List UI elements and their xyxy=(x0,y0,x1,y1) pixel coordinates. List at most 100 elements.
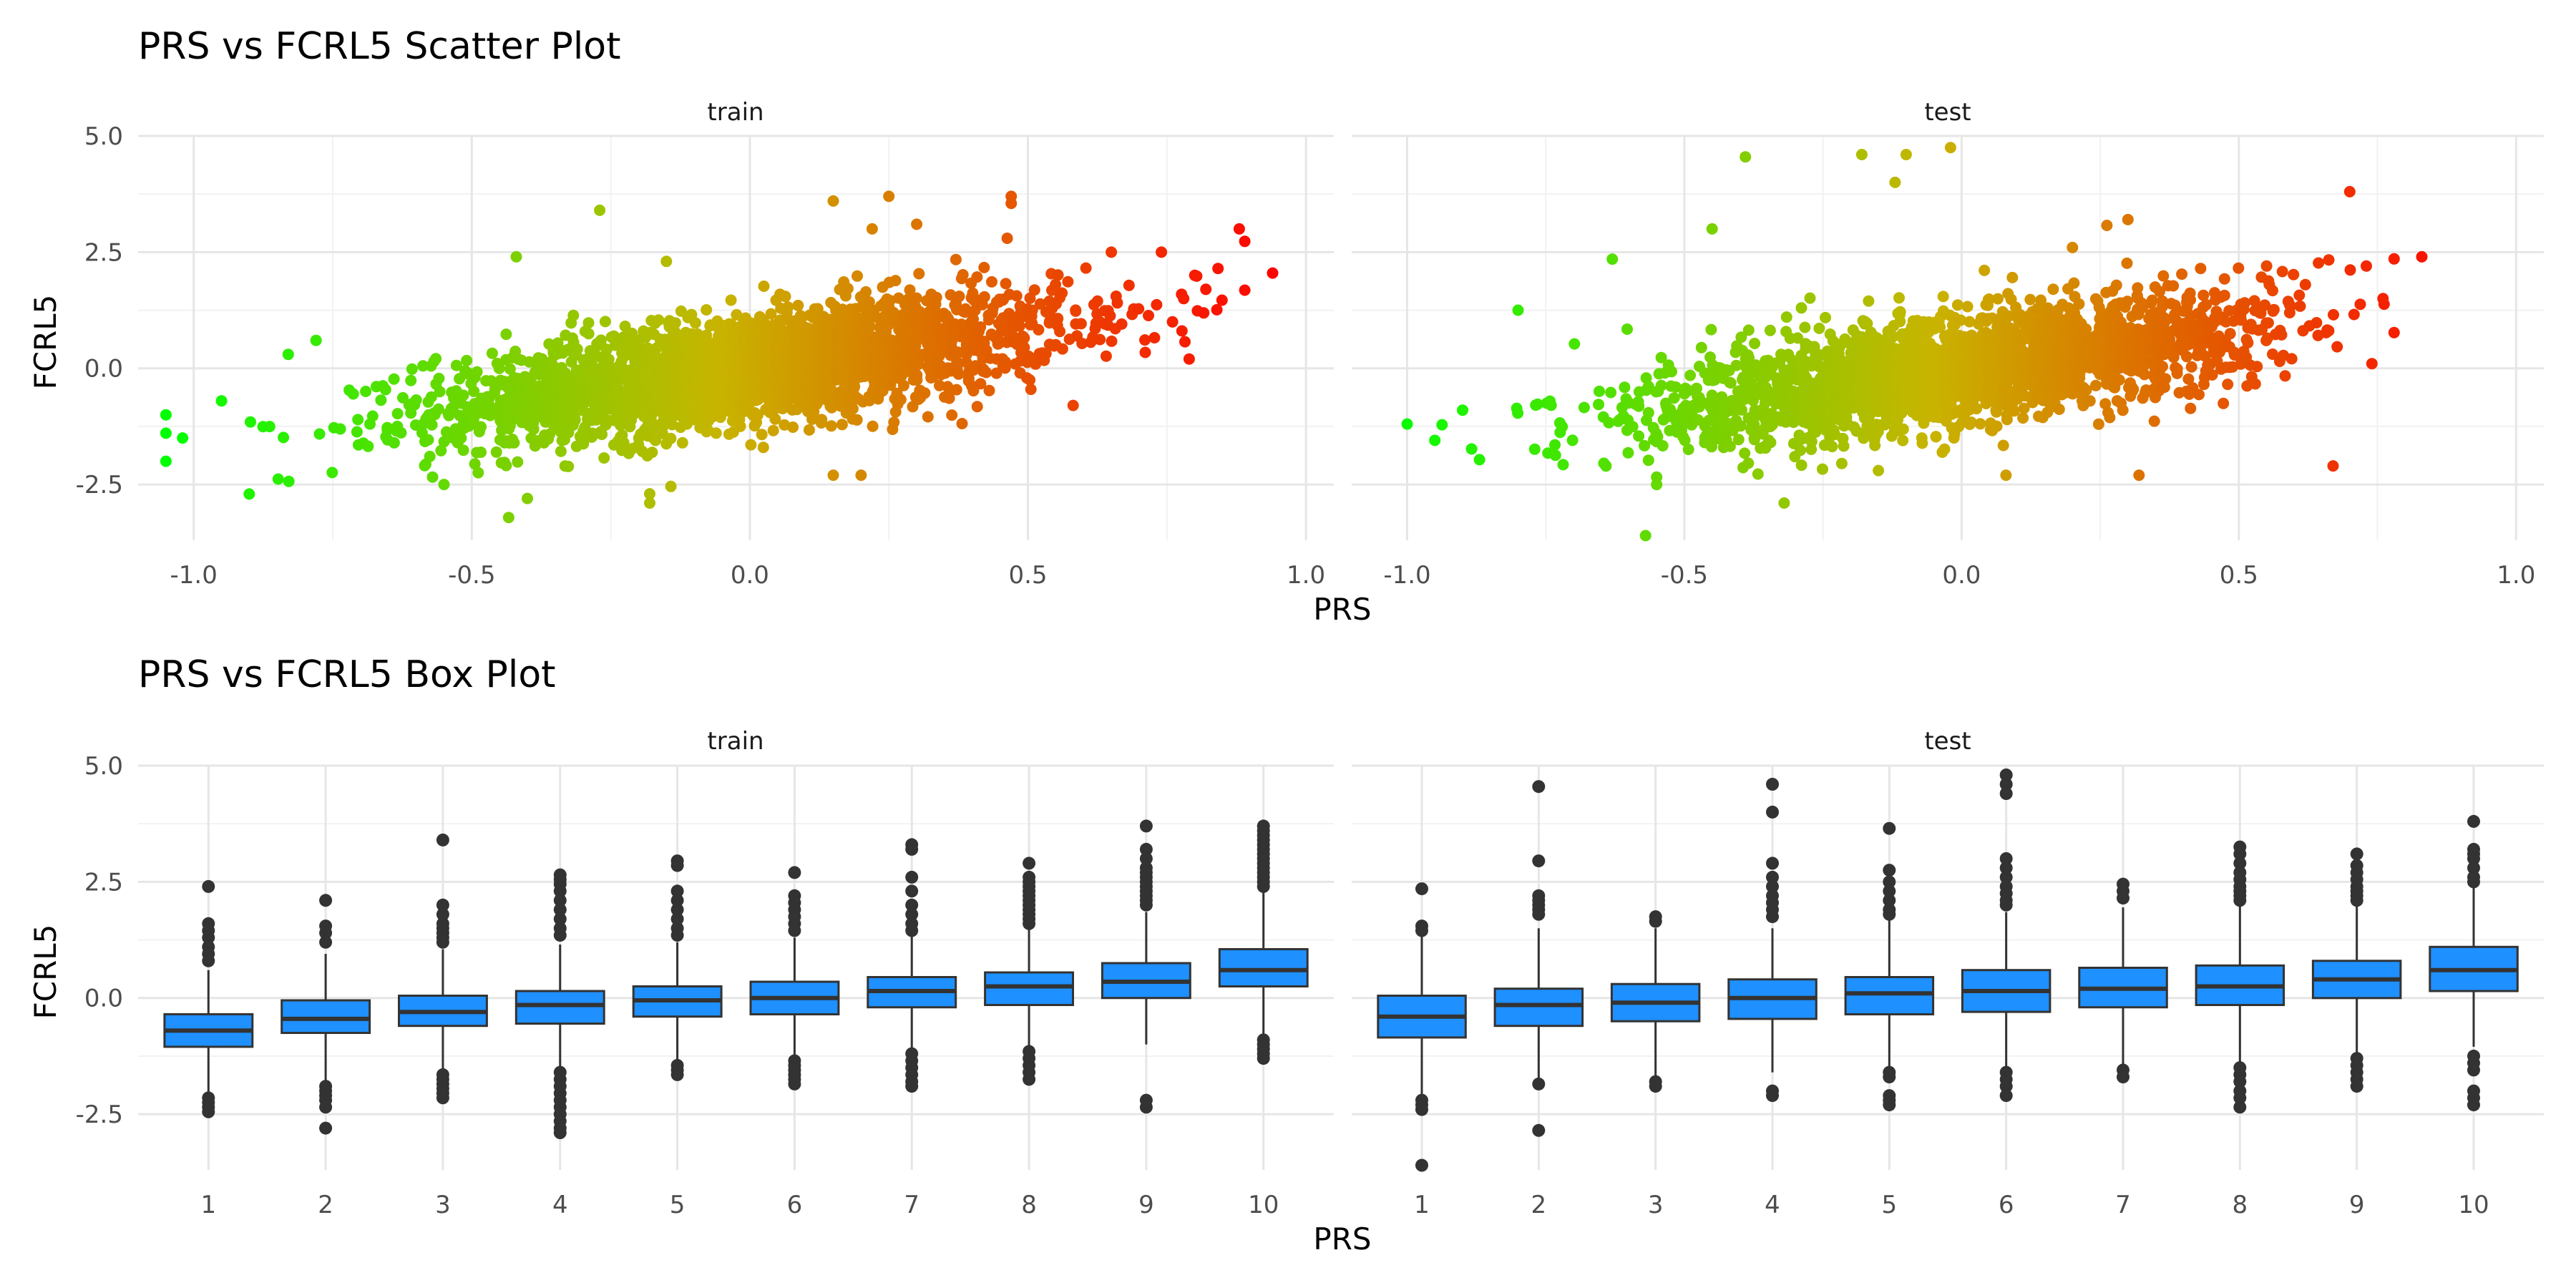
scatter-point xyxy=(1176,325,1188,337)
scatter-point xyxy=(215,395,228,407)
scatter-point xyxy=(855,469,867,482)
scatter-point xyxy=(779,291,791,303)
scatter-point xyxy=(177,432,189,444)
scatter-point xyxy=(490,446,502,458)
scatter-point xyxy=(957,269,969,280)
scatter-point xyxy=(422,434,434,446)
scatter-point xyxy=(1749,338,1761,349)
scatter-point xyxy=(827,195,839,207)
scatter-point xyxy=(500,328,512,341)
scatter-point xyxy=(596,429,608,440)
scatter-point xyxy=(1062,275,1074,288)
scatter-point xyxy=(1133,303,1145,315)
scatter-point xyxy=(841,283,854,295)
scatter-point xyxy=(1622,447,1634,459)
scatter-point xyxy=(1239,235,1251,248)
scatter-point xyxy=(910,292,922,304)
scatter-point xyxy=(388,436,400,449)
scatter-point xyxy=(919,387,931,399)
scatter-point xyxy=(701,304,713,316)
scatter-point xyxy=(2218,397,2230,409)
scatter-point xyxy=(1739,447,1751,459)
scatter-point xyxy=(852,270,863,282)
scatter-point xyxy=(1897,434,1909,447)
scatter-point xyxy=(889,275,902,287)
scatter-point xyxy=(1106,335,1118,347)
scatter-point xyxy=(888,416,900,429)
scatter-point xyxy=(946,409,958,421)
scatter-point xyxy=(567,309,580,321)
scatter-point xyxy=(1894,306,1906,318)
scatter-panel-train xyxy=(138,135,1334,540)
scatter-point xyxy=(2121,257,2133,269)
scatter-point xyxy=(507,413,519,425)
scatter-point xyxy=(1545,399,1557,411)
scatter-point xyxy=(1621,323,1633,335)
scatter-point xyxy=(803,424,815,436)
scatter-point xyxy=(782,301,794,313)
scatter-point xyxy=(2195,263,2207,275)
scatter-point xyxy=(836,419,848,431)
scatter-point xyxy=(1001,233,1013,244)
scatter-point xyxy=(582,328,595,340)
scatter-point xyxy=(756,429,768,441)
scatter-point xyxy=(569,414,581,426)
scatter-point xyxy=(2084,395,2096,407)
scatter-point xyxy=(1633,400,1645,412)
scatter-point xyxy=(598,452,610,464)
scatter-point xyxy=(1695,341,1707,353)
scatter-point xyxy=(160,409,172,421)
scatter-point xyxy=(1752,468,1764,480)
scatter-point xyxy=(769,413,781,425)
scatter-point xyxy=(1151,298,1163,311)
scatter-point xyxy=(1198,307,1210,319)
scatter-point xyxy=(646,447,658,459)
scatter-point xyxy=(665,432,677,444)
scatter-point xyxy=(1992,293,2004,305)
scatter-point xyxy=(1528,443,1541,455)
scatter-point xyxy=(1104,310,1116,322)
scatter-point xyxy=(512,456,524,468)
scatter-point xyxy=(827,469,839,482)
scatter-point xyxy=(1148,332,1161,343)
scatter-point xyxy=(665,480,677,492)
scatter-point xyxy=(847,403,859,415)
scatter-point xyxy=(978,261,990,273)
scatter-point xyxy=(1742,457,1755,469)
scatter-point xyxy=(1549,449,1561,462)
scatter-panel-test xyxy=(1352,135,2544,542)
scatter-point xyxy=(594,204,606,216)
scatter-point xyxy=(432,403,444,415)
scatter-point xyxy=(500,459,512,472)
scatter-point xyxy=(1835,457,1848,469)
scatter-point xyxy=(351,426,363,438)
scatter-point xyxy=(1075,318,1087,330)
scatter-point xyxy=(1593,399,1604,411)
scatter-point xyxy=(1000,278,1012,290)
scatter-point xyxy=(282,348,294,361)
scatter-point xyxy=(493,362,505,374)
scatter-point xyxy=(745,439,757,451)
scatter-point xyxy=(758,280,770,292)
scatter-point xyxy=(2167,280,2180,292)
scatter-point xyxy=(971,401,983,413)
scatter-point xyxy=(582,317,595,329)
scatter-point xyxy=(571,343,583,355)
scatter-point xyxy=(619,321,631,332)
scatter-point xyxy=(405,374,417,386)
scatter-point xyxy=(1705,323,1717,336)
scatter-title: PRS vs FCRL5 Scatter Plot xyxy=(138,25,621,68)
scatter-point xyxy=(1200,283,1212,296)
scatter-point xyxy=(379,384,391,396)
scatter-point xyxy=(731,308,743,321)
scatter-point xyxy=(160,455,172,467)
scatter-point xyxy=(1684,369,1697,381)
scatter-point xyxy=(1682,444,1694,456)
scatter-point xyxy=(1166,316,1179,328)
scatter-point xyxy=(950,253,962,265)
scatter-point xyxy=(486,347,498,359)
scatter-point xyxy=(1795,459,1807,472)
scatter-point xyxy=(366,410,379,422)
scatter-point xyxy=(263,421,275,433)
scatter-point xyxy=(243,488,255,500)
